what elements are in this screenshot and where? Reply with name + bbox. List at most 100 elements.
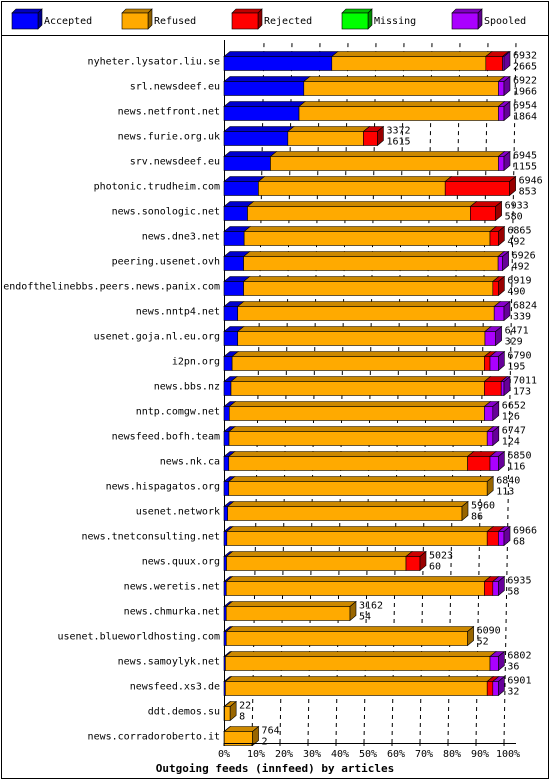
bar-front: [225, 606, 351, 621]
category-label: news.sonologic.net: [112, 207, 220, 218]
category-label: newsfeed.xs3.de: [130, 682, 220, 693]
category-label: photonic.trudheim.com: [94, 182, 220, 193]
bar-top: [298, 101, 506, 107]
bar-side: [377, 125, 384, 147]
accepted-value-label: 339: [513, 312, 531, 323]
category-label: srl.newsdeef.eu: [130, 82, 220, 93]
bar-front: [498, 106, 505, 121]
category-label: news.hispagatos.org: [106, 482, 220, 493]
bar-side: [229, 700, 237, 722]
bar-side: [467, 625, 474, 647]
x-tick-label: 90%: [471, 749, 489, 760]
bar-front: [223, 356, 233, 371]
bar-front: [497, 256, 503, 271]
bar-side: [498, 275, 505, 297]
bar-front: [237, 331, 486, 346]
offered-value-label: 6850: [507, 451, 531, 462]
bar-front: [229, 406, 485, 421]
accepted-value-label: 1155: [513, 162, 537, 173]
bar-front: [223, 206, 248, 221]
bar-side: [498, 225, 505, 247]
x-tick-label: 0%: [218, 749, 230, 760]
category-label: news.tnetconsulting.net: [82, 532, 220, 543]
bar-front: [228, 431, 488, 446]
bar-side: [498, 575, 505, 597]
bar-top: [227, 476, 495, 482]
legend-swatch: [341, 12, 369, 30]
bar-front: [223, 56, 333, 71]
bar-side: [492, 400, 500, 422]
legend-swatch-side: [477, 8, 483, 30]
bar-front: [227, 506, 463, 521]
offered-value-label: 6652: [502, 401, 526, 412]
bar-front: [363, 131, 378, 146]
bar-front: [258, 181, 446, 196]
bar-front: [486, 531, 499, 546]
bar-segment-refused: [236, 326, 492, 346]
bar-top: [236, 326, 492, 332]
category-label: srv.newsdeef.eu: [130, 157, 220, 168]
accepted-value-label: 68: [513, 537, 525, 548]
category-label: peering.usenet.ovh: [112, 257, 220, 268]
bar-front: [484, 406, 494, 421]
bar-front: [484, 356, 491, 371]
bar-front: [498, 156, 505, 171]
bar-side: [495, 200, 502, 222]
bar-front: [230, 381, 485, 396]
bar-front: [486, 431, 494, 446]
bar-segment-refused: [243, 226, 497, 246]
bar-segment-refused: [224, 676, 495, 696]
x-tick-label: 60%: [387, 749, 405, 760]
bar-front: [226, 531, 488, 546]
offered-value-label: 6933: [505, 201, 529, 212]
bar-side: [498, 650, 505, 672]
accepted-value-label: 54: [359, 612, 371, 623]
bar-top: [228, 426, 495, 432]
offered-value-label: 6790: [507, 351, 531, 362]
category-label: ddt.demos.su: [148, 707, 220, 718]
bar-front: [225, 581, 485, 596]
bar-front: [223, 381, 232, 396]
bar-segment-rejected: [362, 126, 385, 146]
category-label: news.dne3.net: [142, 232, 220, 243]
x-axis-title: Outgoing feeds (innfeed) by articles: [156, 762, 394, 775]
legend-swatch-side: [37, 8, 43, 30]
bar-side: [492, 425, 500, 447]
accepted-value-label: 1864: [513, 112, 537, 123]
offered-value-label: 6802: [507, 651, 531, 662]
x-tick-label: 50%: [359, 749, 377, 760]
bar-side: [495, 325, 502, 347]
offered-value-label: 6919: [507, 276, 531, 287]
accepted-value-label: 853: [519, 187, 537, 198]
bar-front: [223, 106, 300, 121]
category-label: news.netfront.net: [118, 107, 220, 118]
accepted-value-label: 173: [513, 387, 531, 398]
bar-side: [503, 375, 511, 397]
bar-segment-refused: [287, 126, 371, 146]
accepted-value-label: 52: [477, 637, 489, 648]
bar-front: [223, 281, 244, 296]
bar-side: [349, 600, 357, 622]
bar-front: [223, 631, 227, 646]
category-label: news.furie.org.uk: [118, 132, 220, 143]
bar-front: [405, 556, 421, 571]
bar-side: [503, 300, 511, 322]
bar-front: [489, 456, 499, 471]
bar-top: [225, 626, 475, 632]
legend-item-refused: Refused: [121, 8, 196, 30]
accepted-value-label: 86: [471, 512, 483, 523]
bar-segment-accepted: [223, 251, 251, 271]
bar-front: [492, 681, 499, 696]
bar-side: [509, 175, 516, 197]
legend-label: Accepted: [44, 16, 92, 27]
legend-swatch-side: [147, 8, 153, 30]
x-tick-label: 100%: [496, 749, 520, 760]
category-label: news.nntp4.net: [136, 307, 220, 318]
legend-item-rejected: Rejected: [231, 8, 312, 30]
